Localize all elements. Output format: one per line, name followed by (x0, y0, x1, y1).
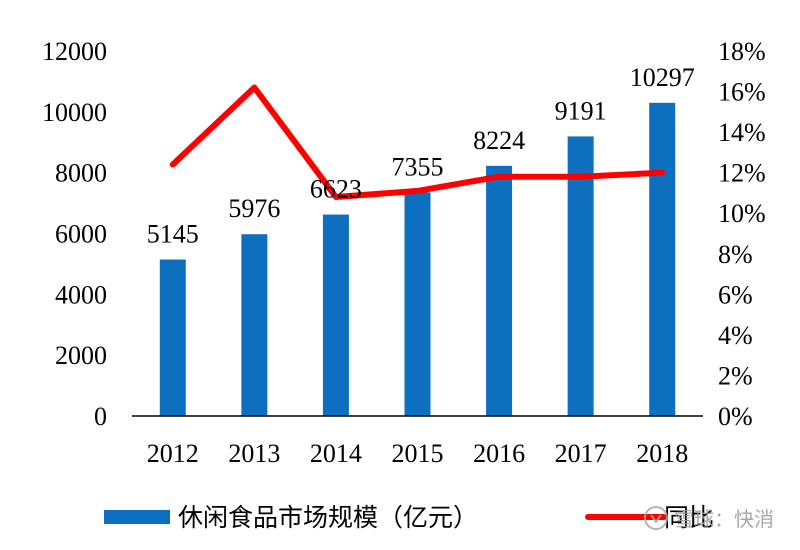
y-left-tick-label: 2000 (55, 341, 107, 370)
bar-2018 (649, 102, 676, 416)
bar-2016 (486, 165, 513, 416)
y-right-tick-label: 14% (718, 118, 766, 147)
bar-2012 (159, 259, 186, 416)
data-label-2015: 7355 (392, 152, 444, 181)
bar-2014 (322, 214, 349, 416)
x-tick-label-2015: 2015 (392, 439, 444, 468)
watermark: 雪球：快消 (644, 506, 774, 531)
line-point-2012 (172, 164, 174, 166)
y-left-tick-label: 12000 (42, 37, 107, 66)
y-left-tick-label: 8000 (55, 159, 107, 188)
y-right-tick-label: 8% (718, 240, 753, 269)
line-point-2013 (253, 87, 255, 88)
x-axis-ticks: 2012 2013 2014 2015 2016 2017 2018 (147, 439, 688, 468)
data-label-2018: 10297 (630, 63, 695, 92)
y-left-axis-ticks: 0 2000 4000 6000 8000 10000 12000 (42, 37, 107, 431)
line-point-2015 (417, 190, 418, 192)
data-labels-layer: 5145 5976 6623 7355 8224 9191 10297 (147, 63, 695, 249)
y-right-tick-label: 6% (718, 280, 753, 309)
y-right-tick-label: 2% (718, 361, 753, 390)
y-right-tick-label: 4% (718, 321, 753, 350)
line-point-2016 (498, 176, 500, 178)
data-label-2016: 8224 (473, 126, 525, 155)
line-point-2014 (335, 196, 337, 198)
x-tick-label-2012: 2012 (147, 439, 199, 468)
data-label-2013: 5976 (228, 194, 280, 223)
bar-2017 (567, 136, 594, 416)
bar-2015 (404, 192, 431, 416)
y-right-tick-label: 18% (718, 37, 766, 66)
y-right-tick-label: 0% (718, 402, 753, 431)
y-left-tick-label: 10000 (42, 98, 107, 127)
x-tick-label-2018: 2018 (636, 439, 688, 468)
snowball-logo-icon (644, 506, 668, 530)
bars-layer (159, 102, 676, 416)
line-point-2018 (661, 172, 663, 174)
line-point-2017 (580, 176, 582, 178)
y-left-tick-label: 4000 (55, 280, 107, 309)
data-label-2014: 6623 (310, 175, 362, 204)
bar-2013 (241, 234, 268, 416)
x-tick-label-2013: 2013 (228, 439, 280, 468)
y-left-tick-label: 0 (94, 402, 107, 431)
data-label-2017: 9191 (555, 96, 607, 125)
y-left-tick-label: 6000 (55, 220, 107, 249)
legend-bar-swatch (104, 510, 170, 524)
legend: 休闲食品市场规模（亿元） 同比 (104, 503, 714, 532)
legend-bar-label: 休闲食品市场规模（亿元） (178, 503, 478, 532)
x-tick-label-2014: 2014 (310, 439, 362, 468)
data-label-2012: 5145 (147, 220, 199, 249)
legend-line-label: 同比 (664, 503, 714, 532)
y-right-tick-label: 12% (718, 159, 766, 188)
y-right-axis-ticks: 0% 2% 4% 6% 8% 10% 12% 14% 16% 18% (718, 37, 766, 431)
x-tick-label-2017: 2017 (555, 439, 607, 468)
y-right-tick-label: 16% (718, 78, 766, 107)
watermark-text: 雪球：快消 (674, 507, 774, 531)
y-right-tick-label: 10% (718, 199, 766, 228)
x-tick-label-2016: 2016 (473, 439, 525, 468)
line-layer (169, 84, 666, 200)
